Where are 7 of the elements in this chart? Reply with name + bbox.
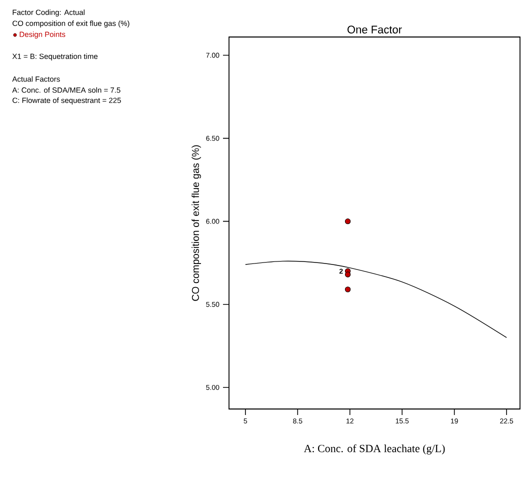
y-axis-title: CO composition of exit flue gas (%) (192, 145, 201, 301)
point (344, 286, 351, 292)
line-series (245, 260, 507, 338)
x-axis-title: A: Conc. of SDA leachate (g/L) (304, 444, 445, 454)
point (344, 272, 351, 278)
chart-title: One Factor (348, 26, 402, 34)
point (344, 218, 351, 224)
